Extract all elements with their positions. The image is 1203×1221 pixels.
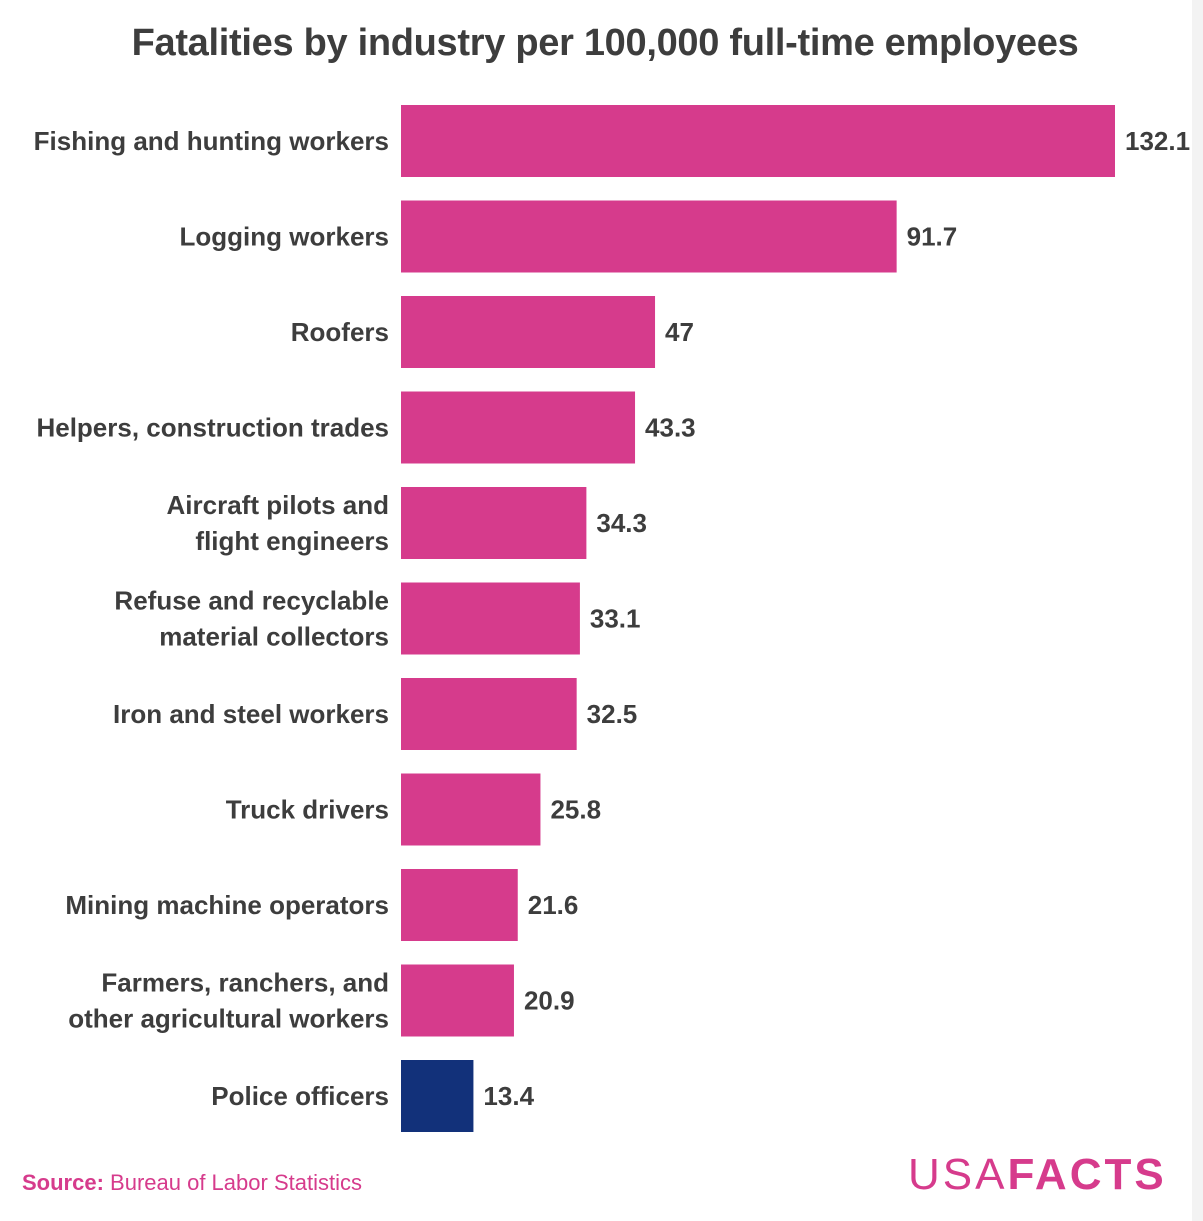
category-label: Farmers, ranchers, and other agricultural… [68,968,389,1034]
bar [401,105,1115,177]
source-text: Bureau of Labor Statistics [110,1170,362,1195]
category-label: Refuse and recyclable material collectors [114,586,389,652]
bar [401,200,897,273]
value-label: 20.9 [524,986,575,1016]
category-label: Mining machine operators [65,890,389,920]
value-label: 43.3 [645,413,696,443]
bar [401,1060,474,1132]
bar [401,964,514,1037]
category-label: Aircraft pilots and flight engineers [167,490,389,556]
value-label: 47 [665,317,694,347]
value-label: 33.1 [590,604,641,634]
value-label: 32.5 [587,699,638,729]
scrollbar-track [1192,0,1203,1221]
bar [401,773,541,846]
category-label: Roofers [291,317,389,347]
category-label: Fishing and hunting workers [34,126,389,156]
bar [401,296,656,368]
value-label: 25.8 [550,795,601,825]
value-label: 132.1 [1125,126,1190,156]
category-label: Logging workers [180,222,389,252]
value-label: 91.7 [907,222,958,252]
category-label: Iron and steel workers [113,699,389,729]
bar [401,487,587,559]
source-note: Source: Bureau of Labor Statistics [22,1170,362,1196]
bar [401,678,577,750]
value-label: 13.4 [483,1081,534,1111]
usafacts-logo: USAFACTS [908,1150,1167,1200]
value-label: 21.6 [528,890,579,920]
chart-title: Fatalities by industry per 100,000 full-… [131,22,1079,64]
category-label: Police officers [211,1081,389,1111]
source-label: Source: [22,1170,104,1195]
logo-part1: USA [908,1150,1008,1199]
bar [401,391,636,464]
bar [401,582,580,655]
value-label: 34.3 [596,508,647,538]
logo-part2: FACTS [1007,1150,1167,1199]
category-label: Helpers, construction trades [36,413,389,443]
bar [401,869,518,941]
category-label: Truck drivers [226,795,389,825]
